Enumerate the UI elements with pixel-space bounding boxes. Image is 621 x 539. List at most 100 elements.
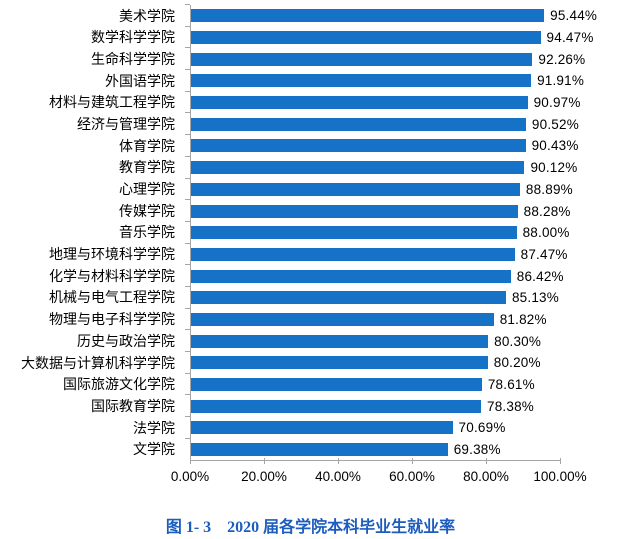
bar-track: 80.20% [185, 351, 561, 374]
y-axis-tick [185, 112, 190, 114]
y-axis-tick [185, 155, 190, 157]
bar [191, 182, 520, 196]
bar [191, 96, 528, 110]
y-axis-tick [185, 285, 190, 287]
value-label: 85.13% [511, 290, 559, 306]
category-label: 心理学院 [119, 181, 175, 197]
x-axis-tick [486, 458, 487, 465]
x-axis-tick [338, 458, 339, 465]
bar-track: 92.26% [185, 47, 585, 71]
x-axis-tick [560, 458, 561, 465]
value-label: 94.47% [546, 30, 594, 46]
value-label: 88.00% [522, 225, 570, 241]
bar-track: 90.43% [185, 134, 578, 157]
y-axis-tick [185, 264, 190, 266]
bar-track: 91.91% [185, 69, 584, 92]
employment-rate-chart: 美术学院 95.44% 数学科学学院 94.47% 生命科学学院 92.26% 外国语学院 9… [0, 4, 621, 489]
bar-row: 体育学院 90.43% [0, 134, 621, 157]
bar-row: 心理学院 88.89% [0, 177, 621, 201]
category-label: 文学院 [133, 441, 175, 458]
y-axis-tick [185, 437, 190, 439]
y-axis-tick [185, 69, 190, 71]
y-axis-tick [185, 47, 190, 49]
value-label: 90.12% [530, 160, 578, 176]
bar [191, 161, 525, 175]
bar-track: 78.38% [185, 394, 561, 418]
bar [191, 269, 511, 283]
bar-track: 85.13% [185, 285, 561, 309]
bar [191, 356, 488, 370]
bar-track: 88.00% [185, 220, 569, 244]
category-label: 音乐学院 [119, 224, 175, 241]
category-label: 历史与政治学院 [77, 332, 175, 349]
bar-track: 70.69% [185, 416, 561, 439]
bar-row: 生命科学学院 92.26% [0, 47, 621, 71]
bar [191, 378, 482, 392]
value-label: 81.82% [499, 311, 547, 327]
y-axis-tick [185, 372, 190, 374]
value-label: 90.97% [533, 95, 581, 111]
y-axis-tick [185, 220, 190, 222]
bar [191, 334, 489, 348]
y-axis-tick [185, 351, 190, 352]
y-axis-tick [185, 416, 190, 418]
bar-row: 材料与建筑工程学院 90.97% [0, 90, 621, 114]
bar [191, 399, 481, 413]
bar-row: 物理与电子科学学院 81.82% [0, 307, 621, 331]
x-axis-tick-label: 80.00% [463, 469, 509, 485]
value-label: 87.47% [520, 246, 568, 262]
value-label: 92.26% [538, 51, 586, 67]
bar [191, 117, 526, 131]
bar-row: 大数据与计算机科学学院 80.20% [0, 351, 621, 374]
x-axis-tick [190, 458, 191, 465]
bar [191, 74, 532, 88]
category-label: 物理与电子科学学院 [49, 311, 175, 328]
category-label: 经济与管理学院 [77, 115, 175, 132]
x-axis-tick [264, 458, 265, 465]
category-label: 化学与材料科学学院 [49, 267, 175, 284]
value-label: 78.61% [487, 377, 535, 393]
x-axis-tick-label: 0.00% [170, 469, 210, 485]
x-axis-tick [412, 458, 413, 465]
figure-number-label: 图 1- 3 [165, 519, 212, 537]
bar [191, 443, 448, 457]
bar-row: 历史与政治学院 80.30% [0, 329, 621, 352]
bar-track: 88.89% [185, 177, 573, 201]
x-axis-tick-label: 100.00% [533, 469, 587, 485]
value-label: 91.91% [537, 73, 585, 89]
bar [191, 139, 526, 153]
value-label: 69.38% [453, 442, 501, 458]
category-label: 国际教育学院 [91, 397, 175, 414]
value-label: 95.44% [550, 8, 598, 24]
bar-row: 地理与环境科学学院 87.47% [0, 242, 621, 266]
category-label: 材料与建筑工程学院 [49, 94, 175, 111]
y-axis-tick [185, 4, 190, 5]
bar-row: 音乐学院 88.00% [0, 220, 621, 244]
bar [191, 247, 515, 261]
bar-row: 国际教育学院 78.38% [0, 394, 621, 418]
value-label: 78.38% [487, 398, 534, 414]
y-axis-tick [185, 394, 190, 396]
bar-row: 化学与材料科学学院 86.42% [0, 264, 621, 287]
bar-track: 94.47% [185, 25, 593, 49]
value-label: 88.89% [525, 181, 573, 197]
plot-rows: 美术学院 95.44% 数学科学学院 94.47% 生命科学学院 92.26% 外国语学院 9… [0, 4, 621, 461]
bar-track: 78.61% [185, 372, 561, 396]
category-label: 地理与环境科学学院 [49, 246, 175, 263]
bar [191, 291, 506, 305]
bar [191, 9, 545, 23]
y-axis-tick [185, 199, 190, 201]
bar-track: 81.82% [185, 307, 561, 331]
bar-track: 69.38% [185, 437, 561, 461]
bar-row: 法学院 70.69% [0, 416, 621, 439]
y-axis-tick [185, 25, 190, 27]
bar-row: 国际旅游文化学院 78.61% [0, 372, 621, 396]
category-label: 机械与电气工程学院 [49, 289, 175, 306]
caption-text: 2020 届各学院本科毕业生就业率 [227, 519, 456, 537]
value-label: 86.42% [516, 268, 564, 284]
value-label: 80.30% [494, 333, 542, 349]
category-label: 数学科学学院 [91, 29, 175, 46]
category-label: 法学院 [133, 419, 175, 436]
bar [191, 421, 453, 435]
